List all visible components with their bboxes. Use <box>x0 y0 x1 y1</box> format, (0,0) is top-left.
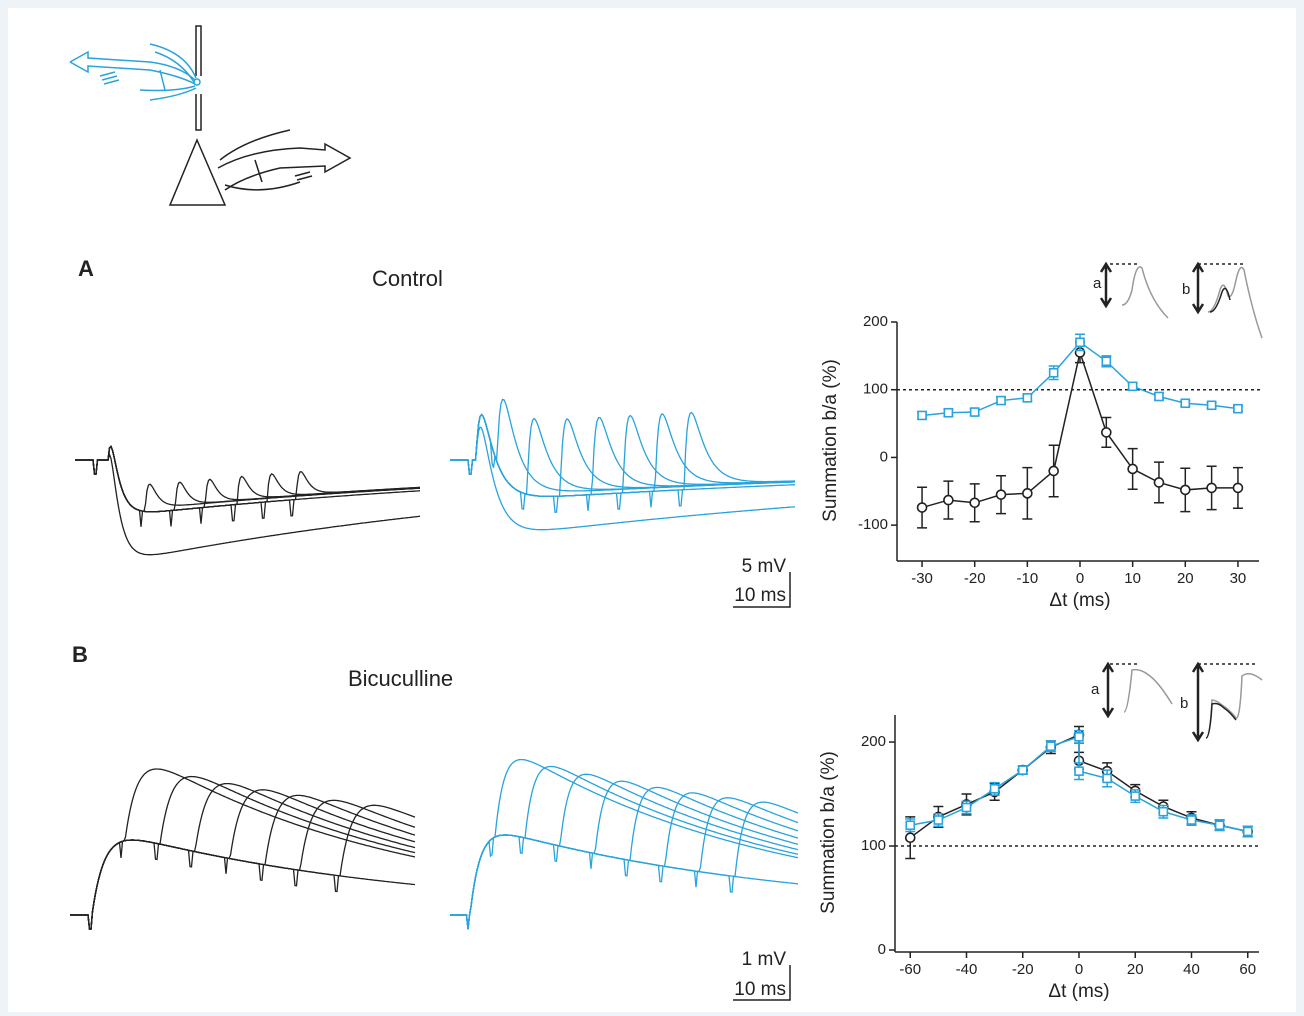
marker <box>1048 465 1059 477</box>
x-tick-label: 0 <box>1076 570 1084 587</box>
x-tick-label: 30 <box>1230 570 1247 587</box>
marker <box>1048 367 1059 378</box>
figure-background <box>8 8 1296 1012</box>
marker <box>1127 381 1138 392</box>
marker <box>1101 427 1112 438</box>
marker <box>996 395 1006 406</box>
voltage-trace <box>450 411 796 507</box>
x-axis-label: Δt (ms) <box>1048 981 1109 1002</box>
voltage-trace <box>450 801 799 930</box>
marker <box>1206 400 1217 411</box>
marker <box>995 489 1007 500</box>
panel-label: B <box>72 642 88 667</box>
schematic <box>69 25 352 206</box>
scale-bar <box>733 572 791 1001</box>
y-axis-label: Summation b/a (%) <box>820 359 841 522</box>
marker <box>1186 815 1197 825</box>
voltage-trace <box>70 804 416 930</box>
x-tick-label: 40 <box>1183 961 1200 978</box>
voltage-trace <box>450 758 799 930</box>
marker <box>1158 806 1169 817</box>
panel-label: A <box>78 256 94 281</box>
voltage-traces <box>70 398 799 930</box>
marker <box>1206 482 1217 494</box>
condition-title: Control <box>372 266 443 291</box>
marker <box>961 802 972 813</box>
x-tick-label: 60 <box>1239 961 1256 978</box>
voltage-trace <box>75 452 421 556</box>
y-tick-label: -100 <box>858 516 888 533</box>
marker <box>1022 393 1033 403</box>
marker <box>1046 741 1056 751</box>
y-axis-label: Summation b/a (%) <box>818 751 839 914</box>
marker <box>1017 765 1028 775</box>
marker <box>1074 766 1084 776</box>
x-tick-label: 20 <box>1127 961 1144 978</box>
x-tick-label: 10 <box>1124 570 1141 587</box>
inset-label: b <box>1182 281 1190 298</box>
voltage-trace <box>450 426 796 531</box>
x-tick-label: -20 <box>1012 961 1034 978</box>
voltage-trace <box>75 445 421 517</box>
marker <box>1102 773 1112 784</box>
marker <box>1127 463 1138 475</box>
marker <box>1180 398 1191 409</box>
inset-diagram <box>1099 261 1263 743</box>
x-tick-label: -30 <box>911 570 933 587</box>
marker <box>1022 488 1033 499</box>
marker <box>1154 391 1164 402</box>
marker <box>905 820 916 831</box>
marker <box>1101 356 1112 367</box>
inset-label: a <box>1093 275 1102 292</box>
scale-label: 1 mV <box>742 949 787 970</box>
marker <box>969 407 980 417</box>
x-tick-label: -20 <box>964 570 986 587</box>
condition-title: Bicuculline <box>348 666 453 691</box>
marker <box>1214 820 1225 831</box>
voltage-trace <box>70 768 416 930</box>
marker <box>969 497 981 509</box>
scale-label: 10 ms <box>734 979 786 1000</box>
marker <box>917 410 927 421</box>
x-tick-label: -10 <box>1017 570 1039 587</box>
marker <box>1074 732 1084 742</box>
x-tick-label: -60 <box>899 961 921 978</box>
marker <box>989 784 1000 794</box>
y-tick-label: 200 <box>861 733 886 750</box>
marker <box>904 832 916 843</box>
y-tick-label: 0 <box>878 941 886 958</box>
marker <box>1242 826 1253 837</box>
marker <box>943 494 954 506</box>
marker <box>916 502 928 513</box>
y-tick-label: 200 <box>863 313 888 330</box>
x-axis-label: Δt (ms) <box>1049 590 1110 611</box>
inset-label: a <box>1091 681 1100 698</box>
marker <box>1153 477 1165 488</box>
marker <box>943 407 954 418</box>
y-tick-label: 100 <box>863 381 888 398</box>
marker <box>1130 791 1141 801</box>
x-tick-label: -40 <box>956 961 978 978</box>
y-tick-label: 0 <box>880 448 888 465</box>
marker <box>1075 337 1085 348</box>
y-tick-label: 100 <box>861 837 886 854</box>
x-tick-label: 0 <box>1075 961 1083 978</box>
scale-label: 5 mV <box>742 556 787 577</box>
inset-label: b <box>1180 695 1188 712</box>
marker <box>1233 403 1243 414</box>
marker <box>1179 484 1191 496</box>
scale-label: 10 ms <box>734 585 786 606</box>
x-tick-label: 20 <box>1177 570 1194 587</box>
marker <box>1232 482 1244 494</box>
marker <box>933 815 944 825</box>
